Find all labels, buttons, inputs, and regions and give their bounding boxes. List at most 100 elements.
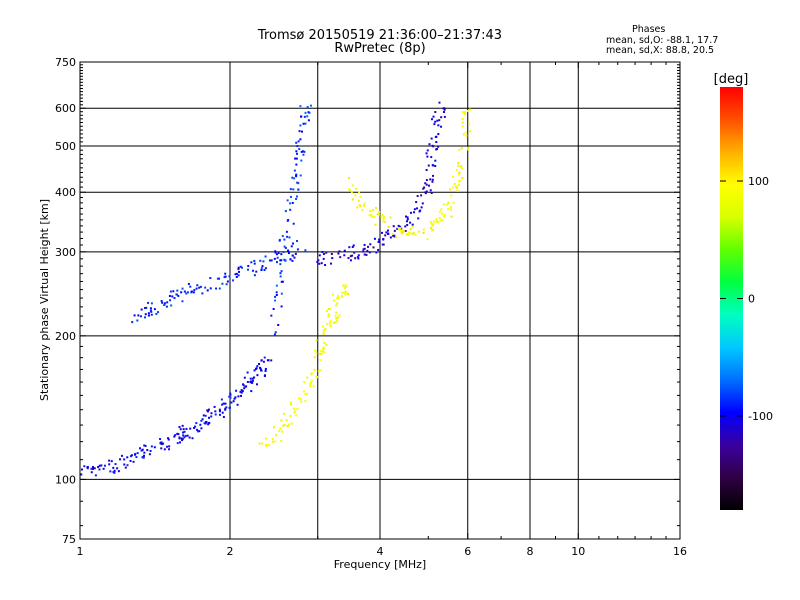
data-point <box>237 274 240 277</box>
data-point <box>280 270 283 273</box>
data-point <box>436 119 439 122</box>
data-point <box>204 286 207 289</box>
data-point <box>334 321 337 324</box>
data-point <box>277 252 280 255</box>
data-point <box>190 290 193 293</box>
data-point <box>424 182 427 185</box>
y-tick-label: 100 <box>55 473 76 486</box>
data-point <box>199 285 202 288</box>
data-point <box>309 385 312 388</box>
data-point <box>437 221 440 224</box>
data-point <box>442 111 445 114</box>
data-point <box>215 287 218 290</box>
data-point <box>179 428 182 431</box>
data-point <box>310 372 313 375</box>
data-point <box>316 376 319 379</box>
data-point <box>358 191 361 194</box>
data-point <box>173 435 176 438</box>
data-point <box>142 456 145 459</box>
data-point <box>336 320 339 323</box>
data-point <box>389 236 392 239</box>
data-point <box>229 393 232 396</box>
data-point <box>368 214 371 217</box>
phases-o-stats: mean, sd,O: -88.1, 17.7 <box>606 35 719 46</box>
data-point <box>327 313 330 316</box>
data-point <box>400 231 403 234</box>
data-point <box>413 208 416 211</box>
data-point <box>306 106 309 109</box>
data-point <box>392 225 395 228</box>
data-point <box>325 343 328 346</box>
colorbar-tick-label: 0 <box>748 293 755 306</box>
data-point <box>429 221 432 224</box>
data-point <box>150 445 153 448</box>
data-point <box>280 419 283 422</box>
data-point <box>362 250 365 253</box>
data-point <box>380 215 383 218</box>
data-point <box>188 436 191 439</box>
data-point <box>313 368 316 371</box>
data-point <box>287 249 290 252</box>
data-point <box>221 403 224 406</box>
data-point <box>168 448 171 451</box>
data-point <box>375 251 378 254</box>
data-point <box>432 174 435 177</box>
data-point <box>90 471 93 474</box>
data-point <box>457 162 460 165</box>
data-point <box>210 412 213 415</box>
data-point <box>280 253 283 256</box>
data-point <box>260 267 263 270</box>
data-point <box>270 259 273 262</box>
data-point <box>263 268 266 271</box>
data-point <box>92 467 95 470</box>
data-point <box>218 408 221 411</box>
data-point <box>300 400 303 403</box>
data-point <box>314 349 317 352</box>
phases-x-stats: mean, sd,X: 88.8, 20.5 <box>606 45 715 56</box>
data-point <box>382 237 385 240</box>
data-point <box>286 425 289 428</box>
data-point <box>241 383 244 386</box>
data-point <box>399 227 402 230</box>
data-point <box>391 232 394 235</box>
data-point <box>389 216 392 219</box>
data-point <box>289 208 292 211</box>
data-point <box>330 325 333 328</box>
data-point <box>224 407 227 410</box>
data-point <box>339 256 342 259</box>
data-point <box>272 307 275 310</box>
data-point <box>160 447 163 450</box>
chart-subtitle: RwPretec (8p) <box>334 41 426 56</box>
data-point <box>224 408 227 411</box>
y-tick-label: 500 <box>55 140 76 153</box>
data-point <box>235 389 238 392</box>
data-point <box>174 434 177 437</box>
data-point <box>86 466 89 469</box>
data-point <box>155 312 158 315</box>
data-point <box>320 262 323 265</box>
data-point <box>288 423 291 426</box>
data-point <box>322 325 325 328</box>
data-point <box>183 430 186 433</box>
data-point <box>466 110 469 113</box>
data-point <box>433 123 436 126</box>
data-point <box>419 209 422 212</box>
data-point <box>259 367 262 370</box>
data-point <box>425 190 428 193</box>
data-point <box>293 169 296 172</box>
data-point <box>191 437 194 440</box>
data-point <box>292 222 295 225</box>
data-point <box>241 390 244 393</box>
data-point <box>259 259 262 262</box>
data-point <box>304 249 307 252</box>
data-point <box>406 216 409 219</box>
data-point <box>393 234 396 237</box>
data-point <box>119 458 122 461</box>
data-point <box>192 291 195 294</box>
data-point <box>455 168 458 171</box>
data-point <box>251 381 254 384</box>
data-point <box>387 225 390 228</box>
data-point <box>200 427 203 430</box>
data-point <box>86 467 89 470</box>
